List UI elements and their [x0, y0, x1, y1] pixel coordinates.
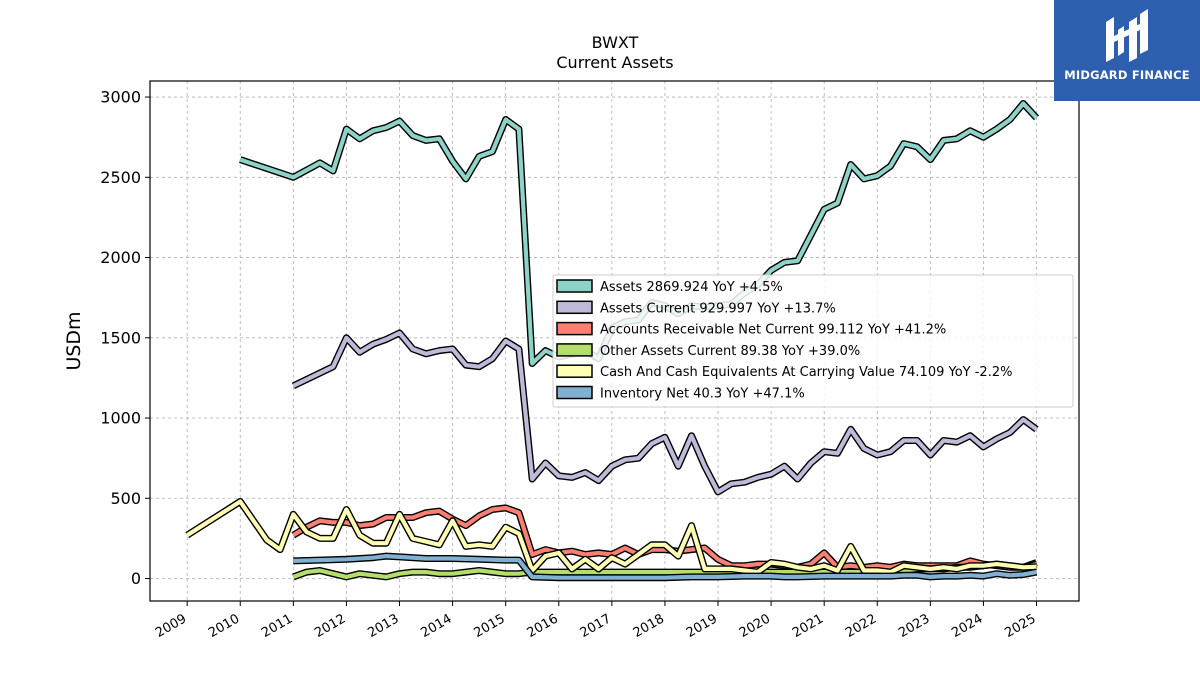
x-tick-label: 2019	[684, 611, 720, 641]
series-inventory-net	[293, 552, 1038, 582]
series-cash-and-cash-equivalents-at-carrying-value	[185, 498, 1037, 576]
series-line	[293, 553, 1037, 580]
y-tick-label: 0	[131, 569, 141, 588]
x-tick-label: 2018	[631, 611, 667, 641]
x-tick-label: 2020	[737, 611, 773, 641]
series-line	[186, 499, 1037, 575]
legend-label: Assets Current 929.997 YoY +13.7%	[600, 301, 836, 316]
legend-box	[552, 274, 1074, 408]
legend-swatch	[556, 385, 593, 400]
x-tick-label: 2010	[206, 611, 242, 641]
logo-text: MIDGARD FINANCE	[1064, 68, 1190, 82]
logo-mark-icon	[1106, 9, 1148, 62]
x-axis: 2009 2010 2011 2012 2013 2014 2015 2016 2017 2018…	[153, 601, 1039, 641]
x-tick-label: 2013	[365, 611, 401, 641]
x-tick-label: 2014	[418, 611, 454, 641]
x-tick-label: 2017	[578, 611, 614, 641]
y-axis-label: USDm	[63, 311, 85, 370]
y-tick-label: 2500	[100, 168, 141, 187]
legend-swatch	[556, 300, 593, 315]
legend-label: Cash And Cash Equivalents At Carrying Va…	[600, 365, 1012, 380]
x-tick-label: 2009	[153, 611, 189, 641]
x-tick-label: 2022	[843, 611, 879, 641]
legend-label: Inventory Net 40.3 YoY +47.1%	[600, 387, 805, 402]
x-tick-label: 2012	[312, 611, 348, 641]
legend-label: Assets 2869.924 YoY +4.5%	[600, 280, 783, 295]
legend-swatch	[556, 364, 593, 378]
series-assets-current	[291, 329, 1039, 496]
x-tick-label: 2011	[259, 611, 295, 641]
y-tick-label: 500	[110, 489, 141, 508]
chart-title: BWXT	[592, 33, 639, 52]
legend-swatch	[556, 279, 593, 293]
y-tick-label: 2000	[100, 248, 141, 267]
x-tick-label: 2023	[896, 611, 932, 641]
y-axis: 0 500 1000 1500 2000 2500 3000	[100, 88, 150, 588]
series-line	[292, 330, 1038, 494]
legend-label: Other Assets Current 89.38 YoY +39.0%	[600, 344, 860, 359]
x-tick-label: 2015	[472, 611, 508, 641]
x-tick-label: 2025	[1002, 611, 1038, 641]
legend-swatch	[556, 321, 593, 336]
midgard-finance-logo: MIDGARD FINANCE	[1054, 0, 1200, 101]
legend: Assets 2869.924 YoY +4.5% Assets Current …	[552, 274, 1074, 408]
y-tick-label: 1000	[100, 409, 141, 428]
x-tick-label: 2024	[949, 611, 985, 641]
x-tick-label: 2016	[525, 611, 561, 641]
plot-frame	[149, 80, 1080, 602]
chart-subtitle: Current Assets	[556, 53, 673, 72]
x-tick-label: 2021	[790, 611, 826, 641]
y-tick-label: 3000	[100, 88, 141, 107]
legend-label: Accounts Receivable Net Current 99.112 Y…	[600, 323, 946, 338]
legend-swatch	[556, 343, 593, 357]
y-tick-label: 1500	[100, 328, 141, 347]
